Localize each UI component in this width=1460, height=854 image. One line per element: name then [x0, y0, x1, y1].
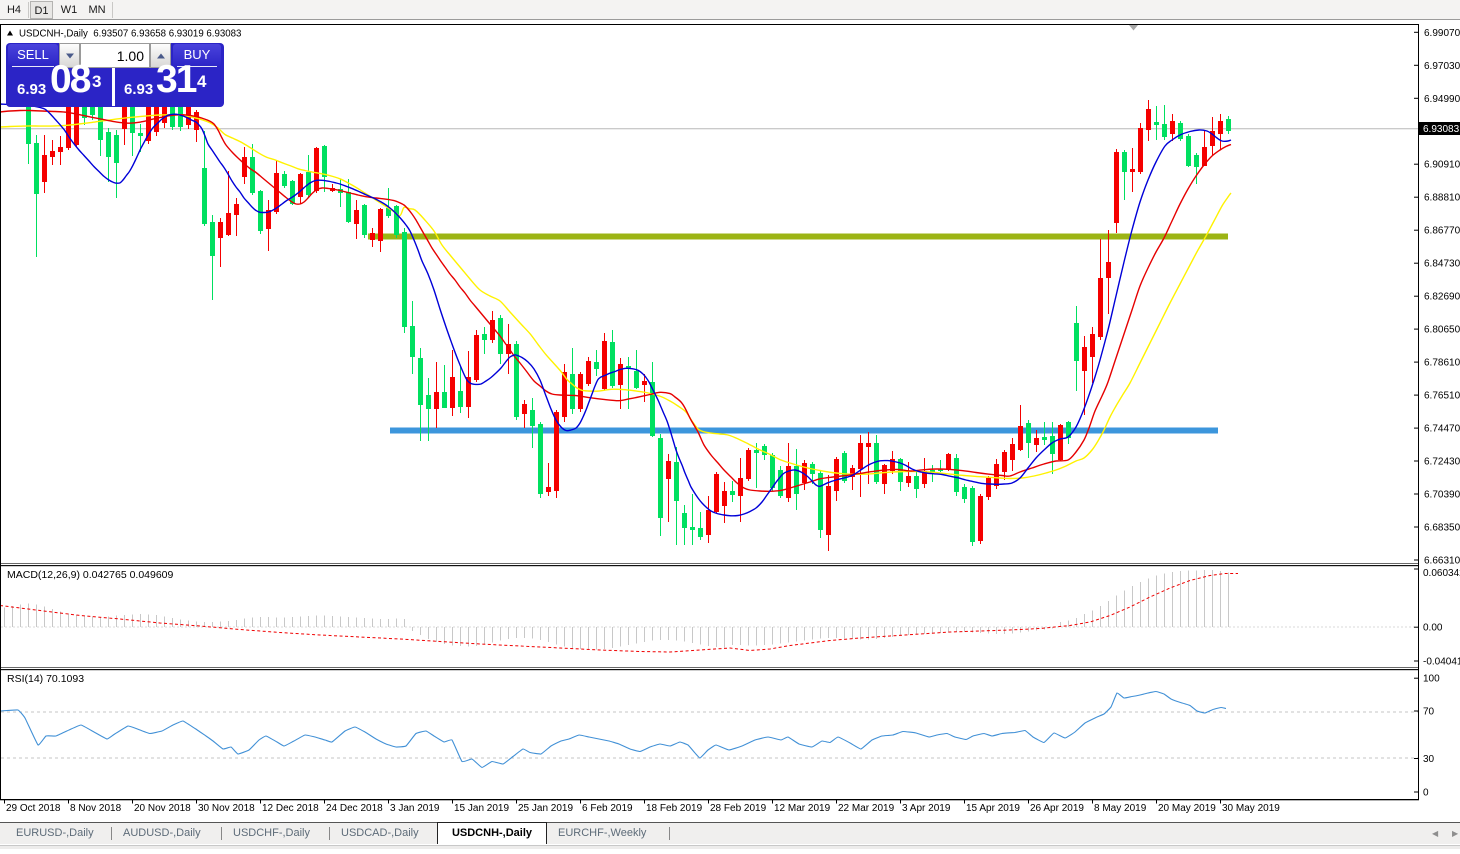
svg-text:6.84730: 6.84730 [1424, 259, 1460, 270]
svg-text:24 Dec 2018: 24 Dec 2018 [326, 803, 383, 814]
svg-text:RSI(14) 70.1093: RSI(14) 70.1093 [7, 673, 84, 685]
svg-text:30: 30 [1423, 754, 1435, 765]
svg-text:6.66310: 6.66310 [1424, 556, 1460, 567]
svg-text:-0.040415: -0.040415 [1423, 657, 1460, 668]
svg-text:6.88810: 6.88810 [1424, 193, 1460, 204]
svg-text:6.68350: 6.68350 [1424, 523, 1460, 534]
svg-text:USDCNH-,Daily 6.93507 6.93658: USDCNH-,Daily 6.93507 6.93658 6.93019 6.… [19, 29, 241, 40]
svg-text:20 May 2019: 20 May 2019 [1158, 803, 1216, 814]
svg-text:0.00: 0.00 [1423, 623, 1443, 634]
svg-text:6.74470: 6.74470 [1424, 424, 1460, 435]
svg-text:6.86770: 6.86770 [1424, 226, 1460, 237]
svg-text:6.99070: 6.99070 [1424, 28, 1460, 39]
svg-text:6.97030: 6.97030 [1424, 61, 1460, 72]
svg-text:6.80650: 6.80650 [1424, 325, 1460, 336]
svg-text:0: 0 [1423, 788, 1429, 799]
svg-text:12 Mar 2019: 12 Mar 2019 [774, 803, 831, 814]
svg-text:6.72430: 6.72430 [1424, 457, 1460, 468]
svg-text:15 Jan 2019: 15 Jan 2019 [454, 803, 509, 814]
svg-text:18 Feb 2019: 18 Feb 2019 [646, 803, 703, 814]
svg-text:8 Nov 2018: 8 Nov 2018 [70, 803, 122, 814]
svg-text:6 Feb 2019: 6 Feb 2019 [582, 803, 633, 814]
svg-text:6.94990: 6.94990 [1424, 94, 1460, 105]
svg-text:22 Mar 2019: 22 Mar 2019 [838, 803, 895, 814]
svg-text:MACD(12,26,9) 0.042765 0.04960: MACD(12,26,9) 0.042765 0.049609 [7, 569, 174, 581]
svg-text:12 Dec 2018: 12 Dec 2018 [262, 803, 319, 814]
svg-text:6.90910: 6.90910 [1424, 160, 1460, 171]
svg-text:6.78610: 6.78610 [1424, 358, 1460, 369]
svg-text:6.76510: 6.76510 [1424, 391, 1460, 402]
svg-text:6.82690: 6.82690 [1424, 292, 1460, 303]
svg-text:15 Apr 2019: 15 Apr 2019 [966, 803, 1020, 814]
svg-text:28 Feb 2019: 28 Feb 2019 [710, 803, 767, 814]
svg-text:3 Apr 2019: 3 Apr 2019 [902, 803, 951, 814]
svg-text:30 Nov 2018: 30 Nov 2018 [198, 803, 255, 814]
svg-text:30 May 2019: 30 May 2019 [1222, 803, 1280, 814]
svg-text:70: 70 [1423, 707, 1435, 718]
svg-text:6.70390: 6.70390 [1424, 490, 1460, 501]
svg-text:20 Nov 2018: 20 Nov 2018 [134, 803, 191, 814]
svg-text:3 Jan 2019: 3 Jan 2019 [390, 803, 440, 814]
svg-text:25 Jan 2019: 25 Jan 2019 [518, 803, 573, 814]
svg-text:26 Apr 2019: 26 Apr 2019 [1030, 803, 1084, 814]
svg-text:29 Oct 2018: 29 Oct 2018 [6, 803, 61, 814]
svg-text:6.93083: 6.93083 [1423, 124, 1460, 135]
svg-text:8 May 2019: 8 May 2019 [1094, 803, 1147, 814]
svg-text:0.060342: 0.060342 [1423, 568, 1460, 579]
svg-text:100: 100 [1423, 674, 1440, 685]
